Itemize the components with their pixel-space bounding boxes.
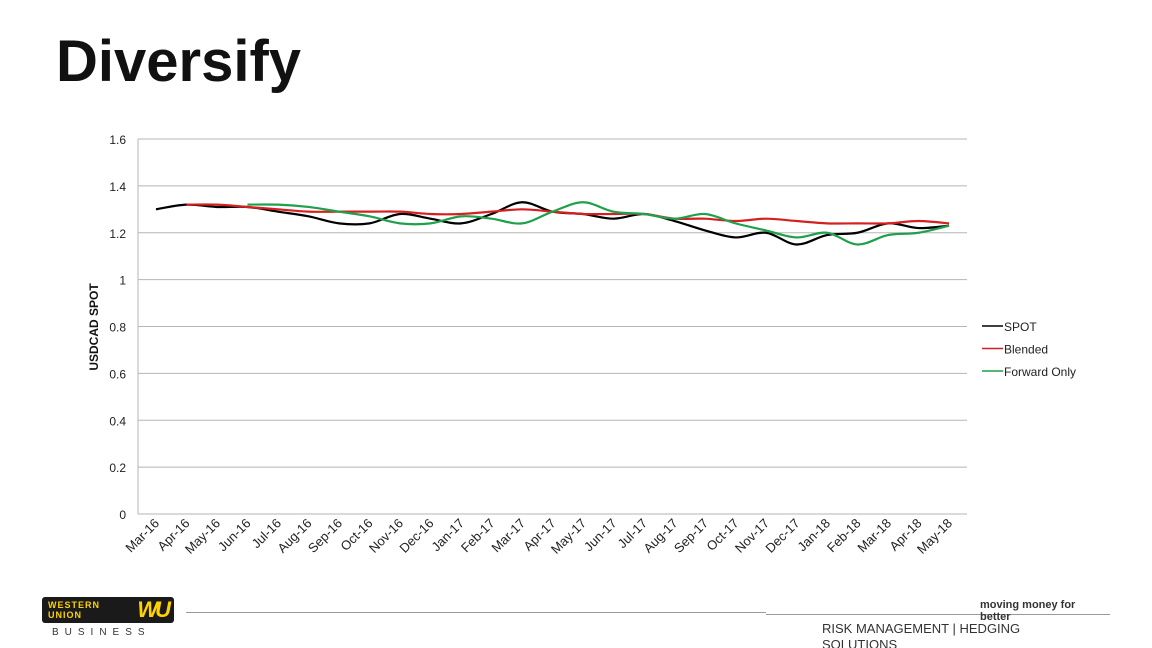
x-tick-label: Dec-16 [396, 516, 436, 556]
logo-subtitle: BUSINESS [52, 627, 151, 638]
footer-divider-left [186, 612, 766, 613]
western-union-logo: WESTERN UNION WU [42, 597, 174, 623]
x-tick-label: Dec-17 [762, 516, 802, 556]
footer-divider-right [766, 614, 1110, 615]
y-tick-label: 1.4 [109, 180, 126, 194]
y-tick-label: 0.4 [109, 414, 126, 428]
legend-label: SPOT [1004, 320, 1037, 334]
logo-line-2: UNION [48, 610, 82, 620]
line-chart: 0 0.2 0.4 0.6 0.8 1 1.2 1.4 1.6 Mar-16Apr-16May-… [87, 133, 1076, 557]
y-tick-labels: 0 0.2 0.4 0.6 0.8 1 1.2 1.4 1.6 [109, 133, 126, 522]
series-line-forward-only [247, 201, 950, 246]
page-title: Diversify [56, 29, 302, 94]
y-tick-label: 0.2 [109, 461, 126, 475]
series-line-blended [186, 203, 950, 225]
x-tick-label: Sep-16 [305, 516, 345, 556]
legend-label: Forward Only [1004, 365, 1076, 379]
y-axis-label: USDCAD SPOT [87, 283, 101, 371]
x-tick-label: Sep-17 [671, 516, 711, 556]
tagline: moving money for better [980, 599, 1076, 623]
y-tick-label: 1 [119, 274, 126, 288]
y-tick-label: 0.6 [109, 367, 126, 381]
legend: SPOT Blended Forward Only [982, 320, 1076, 379]
footer-text: RISK MANAGEMENT | HEDGING SOLUTIONS [822, 621, 1021, 648]
x-tick-label: Mar-16 [122, 516, 162, 556]
y-tick-label: 1.6 [109, 133, 126, 147]
grid-lines [137, 138, 967, 515]
logo-line-1: WESTERN [48, 600, 100, 610]
series-lines [155, 201, 950, 246]
x-tick-label: Mar-17 [488, 516, 528, 556]
y-tick-label: 0 [119, 508, 126, 522]
y-tick-label: 0.8 [109, 321, 126, 335]
legend-label: Blended [1004, 343, 1048, 357]
x-tick-label: Jun-17 [581, 516, 620, 555]
wu-mark-icon: WU [137, 597, 171, 622]
x-tick-label: Mar-18 [854, 516, 894, 556]
x-tick-label: Jun-16 [215, 516, 254, 555]
y-tick-label: 1.2 [109, 227, 126, 241]
x-tick-labels: Mar-16Apr-16May-16Jun-16Jul-16Aug-16Sep-… [122, 516, 955, 557]
